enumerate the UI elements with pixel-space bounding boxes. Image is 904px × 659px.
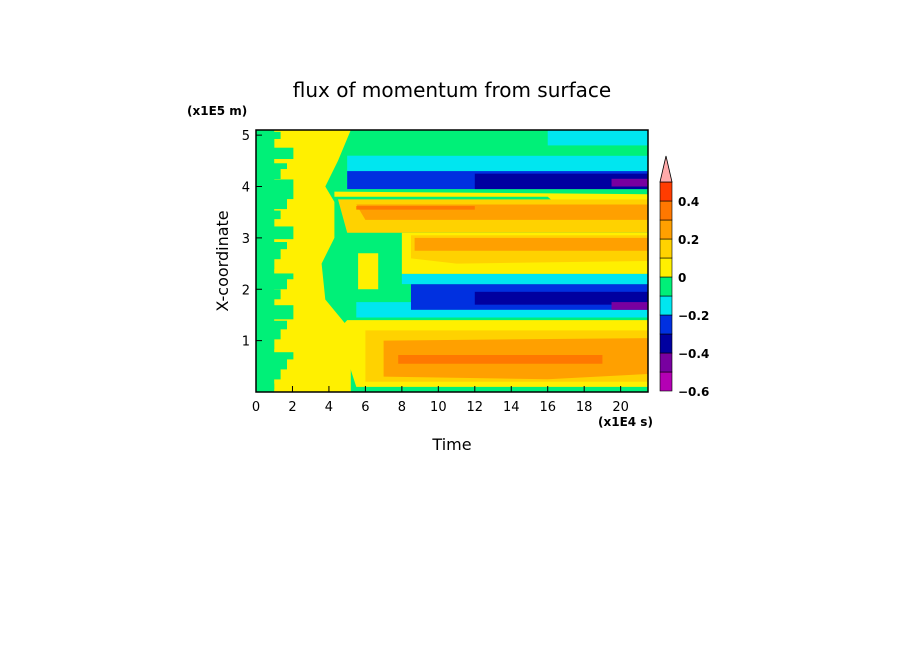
colorbar-segment-2 <box>659 333 673 354</box>
y-tick-label-0: 1 <box>242 335 250 350</box>
field-top-darkorange <box>356 206 475 210</box>
stripe-green-17 <box>256 210 281 220</box>
field-top-darkblue <box>474 173 648 190</box>
x-unit-label: (x1E4 s) <box>598 415 653 429</box>
stripe-green-6 <box>256 320 287 330</box>
colorbar-segment-0 <box>659 371 673 392</box>
colorbar-label-4: −0.4 <box>678 347 709 361</box>
plot-frame <box>255 129 649 393</box>
field-lower-darkorange <box>398 355 603 364</box>
colorbar-segment-8 <box>659 219 673 240</box>
x-tick-label-8: 16 <box>539 400 556 415</box>
x-tick-label-9: 18 <box>576 400 593 415</box>
stripe-green-22 <box>256 163 287 170</box>
field-mid-purple <box>611 302 648 310</box>
colorbar-label-3: −0.2 <box>678 309 709 323</box>
stripe-green-12 <box>256 257 275 270</box>
colorbar-segment-3 <box>659 314 673 335</box>
x-tick-label-2: 4 <box>325 400 333 415</box>
colorbar: 0.4 0.2 0 −0.2 −0.4 −0.6 <box>659 155 709 399</box>
x-tick-label-10: 20 <box>612 400 629 415</box>
y-unit-label: (x1E5 m) <box>187 104 247 118</box>
x-axis: 0 2 4 6 8 10 12 14 16 18 20 <box>252 386 629 415</box>
x-tick-label-0: 0 <box>252 400 260 415</box>
colorbar-segment-4 <box>659 295 673 316</box>
field-upper-orange <box>414 237 648 251</box>
x-tick-label-1: 2 <box>288 400 296 415</box>
chart-title: flux of momentum from surface <box>293 78 611 102</box>
stripe-green-15 <box>256 226 294 240</box>
x-tick-label-5: 10 <box>430 400 447 415</box>
colorbar-segment-10 <box>659 181 673 202</box>
colorbar-segment-7 <box>659 238 673 259</box>
stripe-green-23 <box>256 147 294 160</box>
stripe-green-4 <box>256 336 275 350</box>
colorbar-segment-5 <box>659 276 673 297</box>
field-mid-cyan <box>401 273 648 285</box>
y-axis: 1 2 3 4 5 <box>242 129 262 350</box>
stripe-green-1 <box>256 368 281 380</box>
stripe-green-0 <box>256 383 275 390</box>
stripe-green-11 <box>256 273 294 280</box>
stripe-green-9 <box>256 289 281 300</box>
y-tick-label-2: 3 <box>242 232 250 247</box>
x-tick-label-4: 8 <box>398 400 406 415</box>
x-tick-label-7: 14 <box>503 400 520 415</box>
x-axis-label: Time <box>431 435 471 454</box>
plot-area <box>256 130 648 392</box>
stripe-green-25 <box>256 131 281 139</box>
colorbar-label-2: 0 <box>678 271 686 285</box>
colorbar-segment-1 <box>659 352 673 373</box>
stripe-green-20 <box>256 179 275 190</box>
y-tick-label-4: 5 <box>242 129 250 144</box>
field-mid-darkblue <box>474 291 648 305</box>
field-yellow-blob <box>358 253 379 290</box>
field-topmost-cyan <box>547 130 648 146</box>
colorbar-label-5: −0.6 <box>678 385 709 399</box>
colorbar-extend-arrow <box>659 155 673 183</box>
colorbar-label-1: 0.2 <box>678 233 699 247</box>
field-top-purple <box>611 178 648 187</box>
stripe-green-14 <box>256 242 287 250</box>
colorbar-segment-9 <box>659 200 673 221</box>
colorbar-label-0: 0.4 <box>678 195 699 209</box>
y-tick-label-3: 4 <box>242 181 250 196</box>
stripe-green-3 <box>256 352 294 360</box>
colorbar-segment-6 <box>659 257 673 278</box>
x-tick-label-3: 6 <box>361 400 369 415</box>
y-axis-label: X-coordinate <box>213 210 232 311</box>
y-tick-label-1: 2 <box>242 283 250 298</box>
x-tick-label-6: 12 <box>467 400 484 415</box>
